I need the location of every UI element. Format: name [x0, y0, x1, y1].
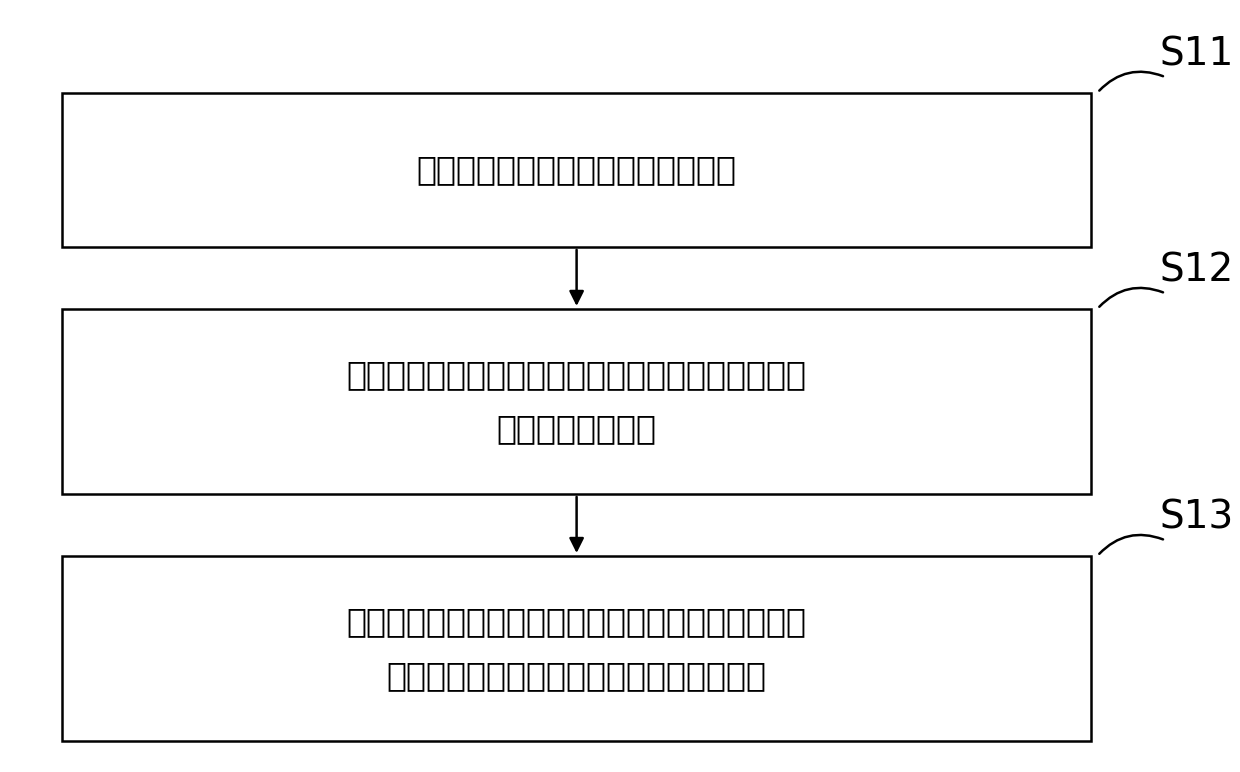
Bar	[62, 309, 1091, 494]
Text: S12: S12	[1159, 252, 1234, 290]
Bar	[62, 556, 1091, 741]
Text: 在模拟显示面板中显示模拟坐标位置以将待检测显示
面板的不良坐标位置投影至模拟显示面板之: 在模拟显示面板中显示模拟坐标位置以将待检测显示 面板的不良坐标位置投影至模拟显示…	[347, 605, 806, 692]
Text: S13: S13	[1159, 499, 1234, 537]
Text: S11: S11	[1159, 36, 1234, 73]
Bar	[62, 93, 1091, 247]
Text: 获取待检测显示面板的不良坐标位置: 获取待检测显示面板的不良坐标位置	[417, 154, 737, 186]
Text: 根据待检测显示面板的不良坐标位置生成模拟显示面
板的模拟坐标位置: 根据待检测显示面板的不良坐标位置生成模拟显示面 板的模拟坐标位置	[347, 358, 806, 445]
